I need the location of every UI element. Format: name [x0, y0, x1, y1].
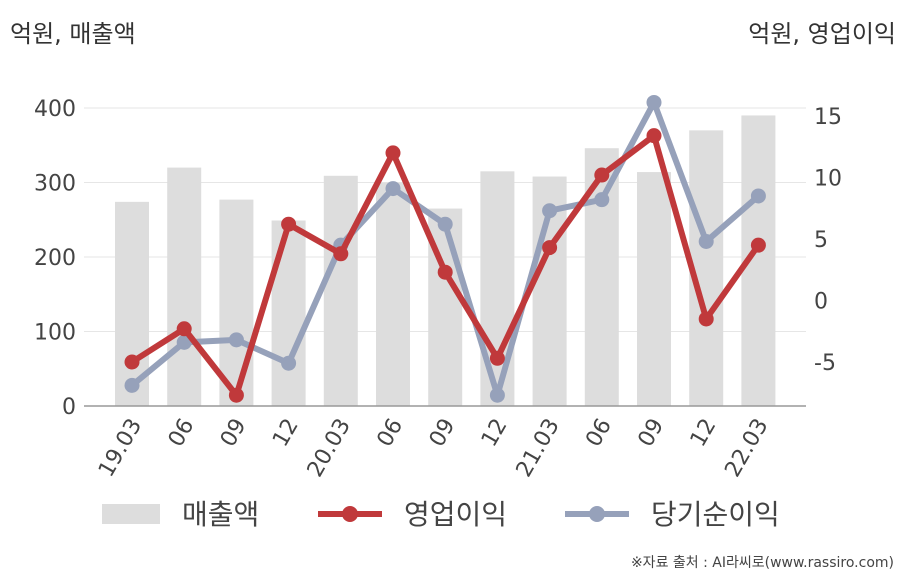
- series-point: [646, 94, 662, 110]
- series-point: [176, 334, 192, 350]
- legend: 매출액 영업이익 당기순이익: [102, 498, 780, 531]
- series-point: [228, 332, 244, 348]
- source-note: ※자료 출처 : AI라씨로(www.rassiro.com): [630, 555, 894, 571]
- series-point: [489, 387, 505, 403]
- series-point: [281, 355, 297, 371]
- right-tick-label: 5: [814, 228, 828, 253]
- revenue-bar: [689, 130, 724, 406]
- category-label: 21.03: [512, 415, 565, 482]
- series-point: [542, 203, 558, 219]
- category-label: 20.03: [303, 415, 356, 482]
- category-label: 09: [634, 415, 670, 452]
- right-tick-label: -5: [814, 351, 836, 376]
- series-point: [489, 350, 505, 366]
- legend-label: 영업이익: [404, 498, 507, 531]
- category-label: 12: [268, 415, 304, 452]
- category-label: 09: [425, 415, 461, 452]
- right-tick-label: 0: [814, 290, 828, 315]
- series-point: [594, 192, 610, 208]
- revenue-bar: [323, 175, 358, 406]
- category-label: 22.03: [720, 415, 773, 482]
- revenue-bar: [376, 182, 410, 406]
- series-point: [281, 216, 297, 232]
- legend-swatch: [102, 504, 160, 524]
- series-point: [646, 128, 662, 144]
- series-point: [542, 240, 558, 256]
- series-point: [698, 311, 714, 327]
- revenue-bar: [637, 172, 671, 406]
- right-tick-label: 15: [814, 105, 842, 130]
- series-point: [124, 354, 140, 370]
- revenue-bar: [167, 167, 202, 406]
- series-point: [437, 264, 453, 280]
- legend-label: 매출액: [182, 498, 259, 531]
- revenue-bar: [115, 201, 149, 406]
- right-axis-unit-label: 억원, 영업이익: [748, 20, 896, 48]
- category-label: 12: [477, 415, 513, 452]
- series-point: [333, 246, 349, 262]
- left-tick-label: 100: [34, 321, 76, 346]
- left-tick-label: 0: [62, 395, 76, 420]
- category-label: 06: [164, 415, 200, 452]
- series-point: [750, 237, 766, 253]
- series-point: [228, 387, 244, 403]
- legend-marker: [589, 506, 605, 522]
- right-tick-label: 10: [814, 167, 842, 192]
- revenue-bars: [115, 115, 776, 407]
- legend-label: 당기순이익: [651, 498, 780, 531]
- revenue-bar: [271, 220, 306, 406]
- series-point: [385, 145, 401, 161]
- revenue-bar: [219, 199, 254, 406]
- left-tick-label: 300: [34, 172, 76, 197]
- series-point: [176, 321, 192, 337]
- series-point: [385, 181, 401, 197]
- category-label: 09: [216, 415, 252, 452]
- series-lines: [124, 94, 766, 403]
- category-label: 12: [686, 415, 722, 452]
- legend-marker: [342, 506, 358, 522]
- category-label: 06: [373, 415, 409, 452]
- left-axis-unit-label: 억원, 매출액: [10, 20, 136, 48]
- series-point: [594, 167, 610, 183]
- revenue-bar: [480, 171, 515, 406]
- category-label: 19.03: [94, 415, 147, 482]
- series-point: [750, 188, 766, 204]
- category-label: 06: [581, 415, 617, 452]
- left-tick-label: 200: [34, 246, 76, 271]
- series-point: [698, 233, 714, 249]
- series-point: [437, 216, 453, 232]
- series-point: [124, 377, 140, 393]
- left-tick-label: 400: [34, 97, 76, 122]
